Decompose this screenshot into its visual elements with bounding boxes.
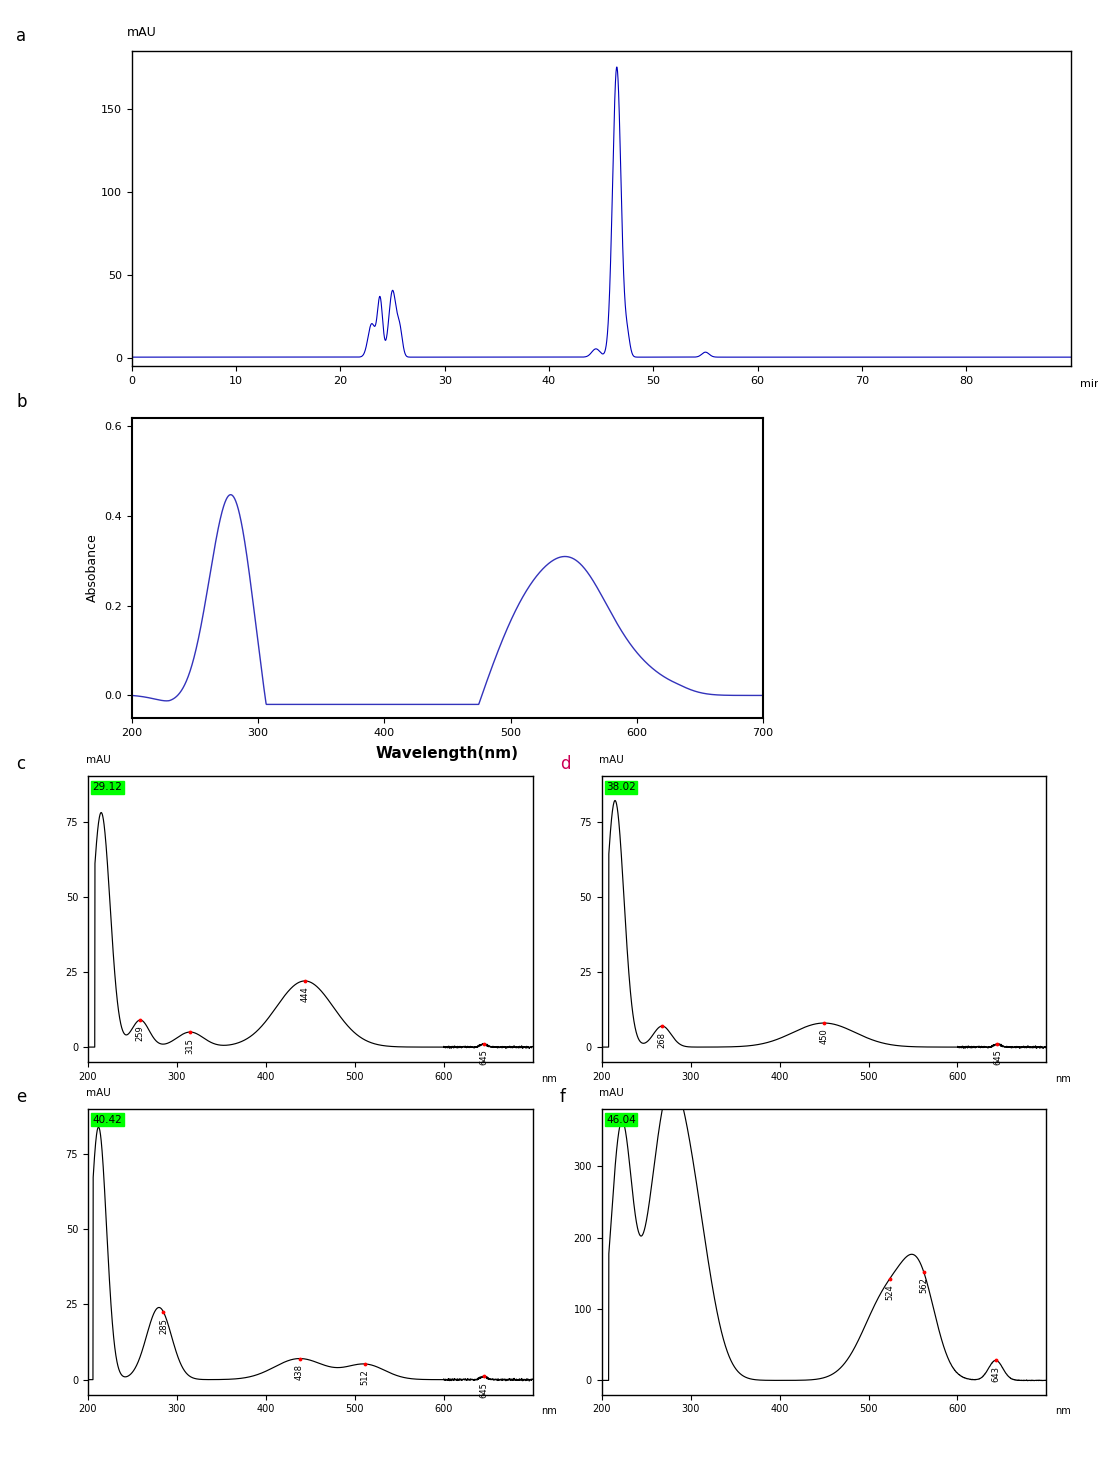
X-axis label: Wavelength(nm): Wavelength(nm) [376,746,519,760]
Text: 645: 645 [479,1381,489,1398]
Text: 438: 438 [295,1364,304,1380]
Text: nm: nm [1055,1406,1071,1417]
Text: 645: 645 [993,1049,1002,1065]
Text: 524: 524 [885,1285,895,1299]
Text: nm: nm [541,1074,557,1084]
Text: 315: 315 [186,1037,194,1053]
Text: mAU: mAU [86,754,111,765]
Text: mAU: mAU [600,1087,625,1097]
Text: f: f [560,1087,565,1106]
Text: min: min [1080,379,1098,388]
Text: c: c [16,754,25,774]
Text: 29.12: 29.12 [92,782,122,793]
Text: mAU: mAU [600,754,625,765]
Text: a: a [16,26,26,45]
Text: mAU: mAU [86,1087,111,1097]
Text: 450: 450 [819,1028,829,1045]
Text: 40.42: 40.42 [92,1115,122,1125]
Text: 268: 268 [658,1031,666,1047]
Text: 562: 562 [919,1277,928,1294]
Text: 46.04: 46.04 [606,1115,636,1125]
Text: 512: 512 [361,1370,370,1386]
Text: b: b [16,393,27,412]
Y-axis label: Absobance: Absobance [86,533,99,602]
Text: 645: 645 [479,1049,489,1065]
Text: e: e [16,1087,26,1106]
Text: 444: 444 [301,986,310,1002]
Text: nm: nm [541,1406,557,1417]
Text: 643: 643 [991,1367,1000,1381]
Text: 285: 285 [159,1317,168,1333]
Text: d: d [560,754,571,774]
Text: 259: 259 [136,1026,145,1042]
Text: nm: nm [1055,1074,1071,1084]
Text: mAU: mAU [127,26,157,38]
Text: 38.02: 38.02 [606,782,636,793]
